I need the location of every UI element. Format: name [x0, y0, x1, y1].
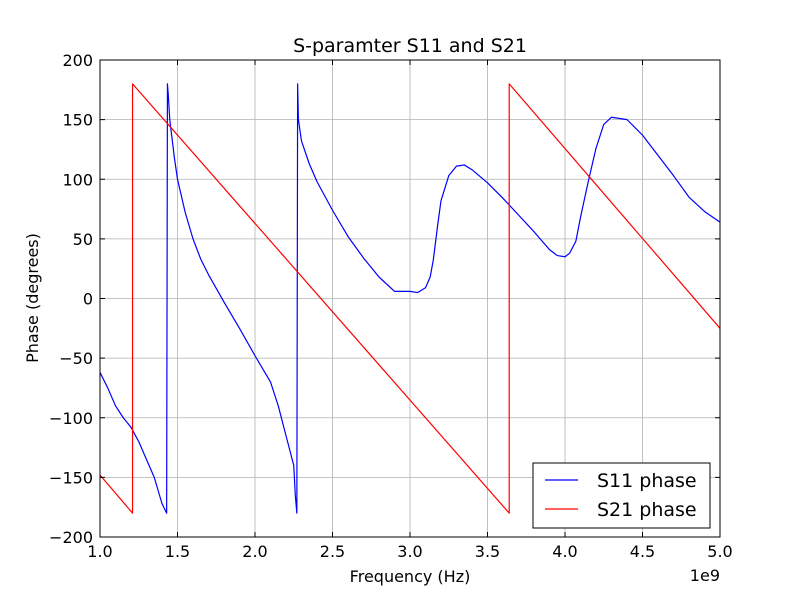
y-tick-label: −200 — [49, 528, 93, 547]
legend-box — [532, 462, 711, 529]
legend: S11 phase S21 phase — [532, 462, 711, 529]
y-tick-label: 150 — [62, 111, 93, 130]
y-tick-label: −100 — [49, 409, 93, 428]
axis-ticks: 1.0 1.5 2.0 2.5 3.0 3.5 4.0 4.5 5.0 200 150 100 50 0 −… — [49, 51, 733, 561]
x-tick-label: 4.0 — [552, 542, 577, 561]
y-tick-label: 100 — [62, 170, 93, 189]
y-tick-label: −150 — [49, 468, 93, 487]
s11-phase-line — [99, 83, 721, 514]
y-tick-label: 50 — [73, 230, 93, 249]
x-tick-label: 2.0 — [242, 542, 267, 561]
x-tick-label: 5.0 — [707, 542, 732, 561]
x-tick-label: 4.5 — [630, 542, 655, 561]
x-offset-label: 1e9 — [690, 566, 720, 585]
s21-phase-line — [99, 83, 721, 514]
x-tick-label: 2.5 — [320, 542, 345, 561]
x-tick-label: 3.0 — [397, 542, 422, 561]
x-tick-label: 1.5 — [165, 542, 190, 561]
y-tick-label: 0 — [83, 290, 93, 309]
legend-label-s11: S11 phase — [597, 470, 697, 492]
legend-label-s21: S21 phase — [597, 499, 697, 521]
y-tick-label: −50 — [59, 349, 93, 368]
x-tick-label: 3.5 — [475, 542, 500, 561]
x-tick-label: 1.0 — [87, 542, 112, 561]
plot-area — [99, 83, 721, 514]
chart-title: S-paramter S11 and S21 — [293, 35, 527, 57]
y-tick-label: 200 — [62, 51, 93, 70]
x-axis-label: Frequency (Hz) — [350, 567, 471, 586]
y-axis-label: Phase (degrees) — [23, 233, 42, 363]
